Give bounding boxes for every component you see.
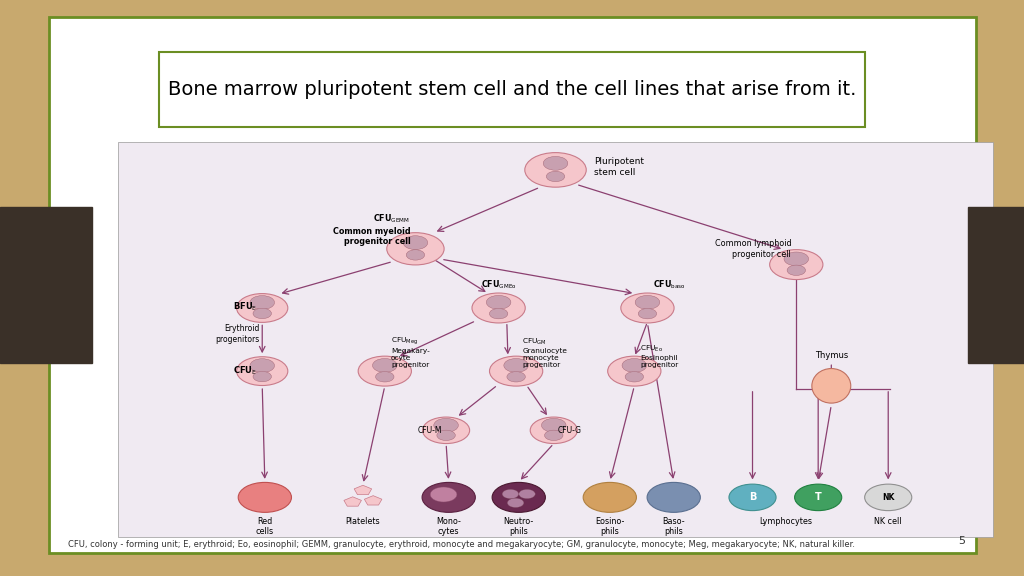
Circle shape bbox=[547, 171, 565, 181]
Text: NK cell: NK cell bbox=[874, 517, 902, 526]
Text: T: T bbox=[815, 492, 821, 502]
Circle shape bbox=[542, 418, 566, 432]
Circle shape bbox=[787, 265, 806, 275]
Text: CFU$_\mathsf{E}$: CFU$_\mathsf{E}$ bbox=[233, 365, 257, 377]
Circle shape bbox=[584, 483, 637, 513]
Circle shape bbox=[373, 358, 397, 372]
Circle shape bbox=[638, 309, 656, 319]
Circle shape bbox=[530, 417, 578, 444]
Text: CFU$_\mathsf{Meg}$
Megakary-
ocyte
progenitor: CFU$_\mathsf{Meg}$ Megakary- ocyte proge… bbox=[391, 336, 430, 368]
Circle shape bbox=[387, 233, 444, 265]
Circle shape bbox=[647, 483, 700, 513]
Circle shape bbox=[250, 359, 274, 373]
Circle shape bbox=[784, 252, 809, 266]
Text: CFU$_\mathsf{GEMM}$
Common myeloid
progenitor cell: CFU$_\mathsf{GEMM}$ Common myeloid proge… bbox=[333, 213, 411, 246]
Circle shape bbox=[729, 484, 776, 510]
Text: Lymphocytes: Lymphocytes bbox=[759, 517, 812, 526]
Circle shape bbox=[545, 430, 563, 441]
Circle shape bbox=[423, 417, 470, 444]
Text: CFU$_\mathsf{Eo}$
Eosinophil
progenitor: CFU$_\mathsf{Eo}$ Eosinophil progenitor bbox=[640, 344, 679, 368]
Circle shape bbox=[625, 372, 643, 382]
Circle shape bbox=[507, 372, 525, 382]
Circle shape bbox=[507, 498, 523, 507]
Text: Baso-
phils: Baso- phils bbox=[663, 517, 685, 536]
Circle shape bbox=[489, 309, 508, 319]
FancyBboxPatch shape bbox=[159, 52, 865, 127]
Circle shape bbox=[437, 430, 456, 441]
Text: Erythroid
progenitors: Erythroid progenitors bbox=[215, 324, 259, 343]
Circle shape bbox=[239, 483, 292, 513]
Text: Platelets: Platelets bbox=[345, 517, 380, 526]
Text: CFU$_\mathsf{baso}$: CFU$_\mathsf{baso}$ bbox=[652, 278, 685, 291]
Text: B: B bbox=[749, 492, 756, 502]
Text: CFU-M: CFU-M bbox=[418, 426, 442, 435]
Circle shape bbox=[472, 293, 525, 323]
Circle shape bbox=[358, 356, 412, 386]
Text: Pluripotent
stem cell: Pluripotent stem cell bbox=[594, 157, 644, 177]
FancyBboxPatch shape bbox=[118, 142, 993, 537]
Text: CFU-G: CFU-G bbox=[558, 426, 582, 435]
Circle shape bbox=[434, 418, 459, 432]
Text: 5: 5 bbox=[958, 536, 966, 546]
Circle shape bbox=[519, 490, 536, 499]
FancyBboxPatch shape bbox=[49, 17, 976, 553]
Circle shape bbox=[407, 250, 425, 260]
Text: BFU$_\mathsf{E}$: BFU$_\mathsf{E}$ bbox=[232, 300, 257, 313]
Text: Thymus: Thymus bbox=[815, 351, 848, 360]
Circle shape bbox=[502, 490, 518, 499]
Text: Bone marrow pluripotent stem cell and the cell lines that arise from it.: Bone marrow pluripotent stem cell and th… bbox=[168, 80, 856, 98]
Bar bbox=[0, 207, 92, 363]
Circle shape bbox=[253, 372, 271, 382]
Circle shape bbox=[795, 484, 842, 510]
Text: Red
cells: Red cells bbox=[256, 517, 273, 536]
Circle shape bbox=[622, 358, 646, 372]
Ellipse shape bbox=[812, 369, 851, 403]
Circle shape bbox=[237, 357, 288, 385]
Circle shape bbox=[253, 308, 271, 319]
Circle shape bbox=[486, 295, 511, 309]
Circle shape bbox=[493, 483, 546, 513]
Circle shape bbox=[770, 249, 823, 279]
Circle shape bbox=[635, 295, 659, 309]
Text: NK: NK bbox=[882, 493, 894, 502]
Circle shape bbox=[422, 483, 475, 513]
Text: Common lymphoid
progenitor cell: Common lymphoid progenitor cell bbox=[715, 240, 792, 259]
Circle shape bbox=[543, 157, 567, 170]
Text: Neutro-
phils: Neutro- phils bbox=[504, 517, 534, 536]
Text: CFU$_\mathsf{GM}$
Granulocyte
monocyte
progenitor: CFU$_\mathsf{GM}$ Granulocyte monocyte p… bbox=[522, 337, 567, 368]
Circle shape bbox=[607, 356, 660, 386]
Circle shape bbox=[524, 153, 586, 187]
Circle shape bbox=[489, 356, 543, 386]
Circle shape bbox=[237, 294, 288, 323]
Circle shape bbox=[430, 487, 457, 502]
Circle shape bbox=[250, 295, 274, 309]
Text: Eosino-
phils: Eosino- phils bbox=[595, 517, 625, 536]
Circle shape bbox=[403, 236, 428, 249]
Circle shape bbox=[376, 372, 394, 382]
Circle shape bbox=[864, 484, 911, 510]
Text: Mono-
cytes: Mono- cytes bbox=[436, 517, 461, 536]
Text: CFU$_\mathsf{GMEo}$: CFU$_\mathsf{GMEo}$ bbox=[481, 278, 516, 291]
Circle shape bbox=[504, 358, 528, 372]
Circle shape bbox=[621, 293, 674, 323]
Text: CFU, colony - forming unit; E, erythroid; Eo, eosinophil; GEMM, granulocyte, ery: CFU, colony - forming unit; E, erythroid… bbox=[68, 540, 855, 549]
Bar bbox=[968, 207, 1024, 363]
